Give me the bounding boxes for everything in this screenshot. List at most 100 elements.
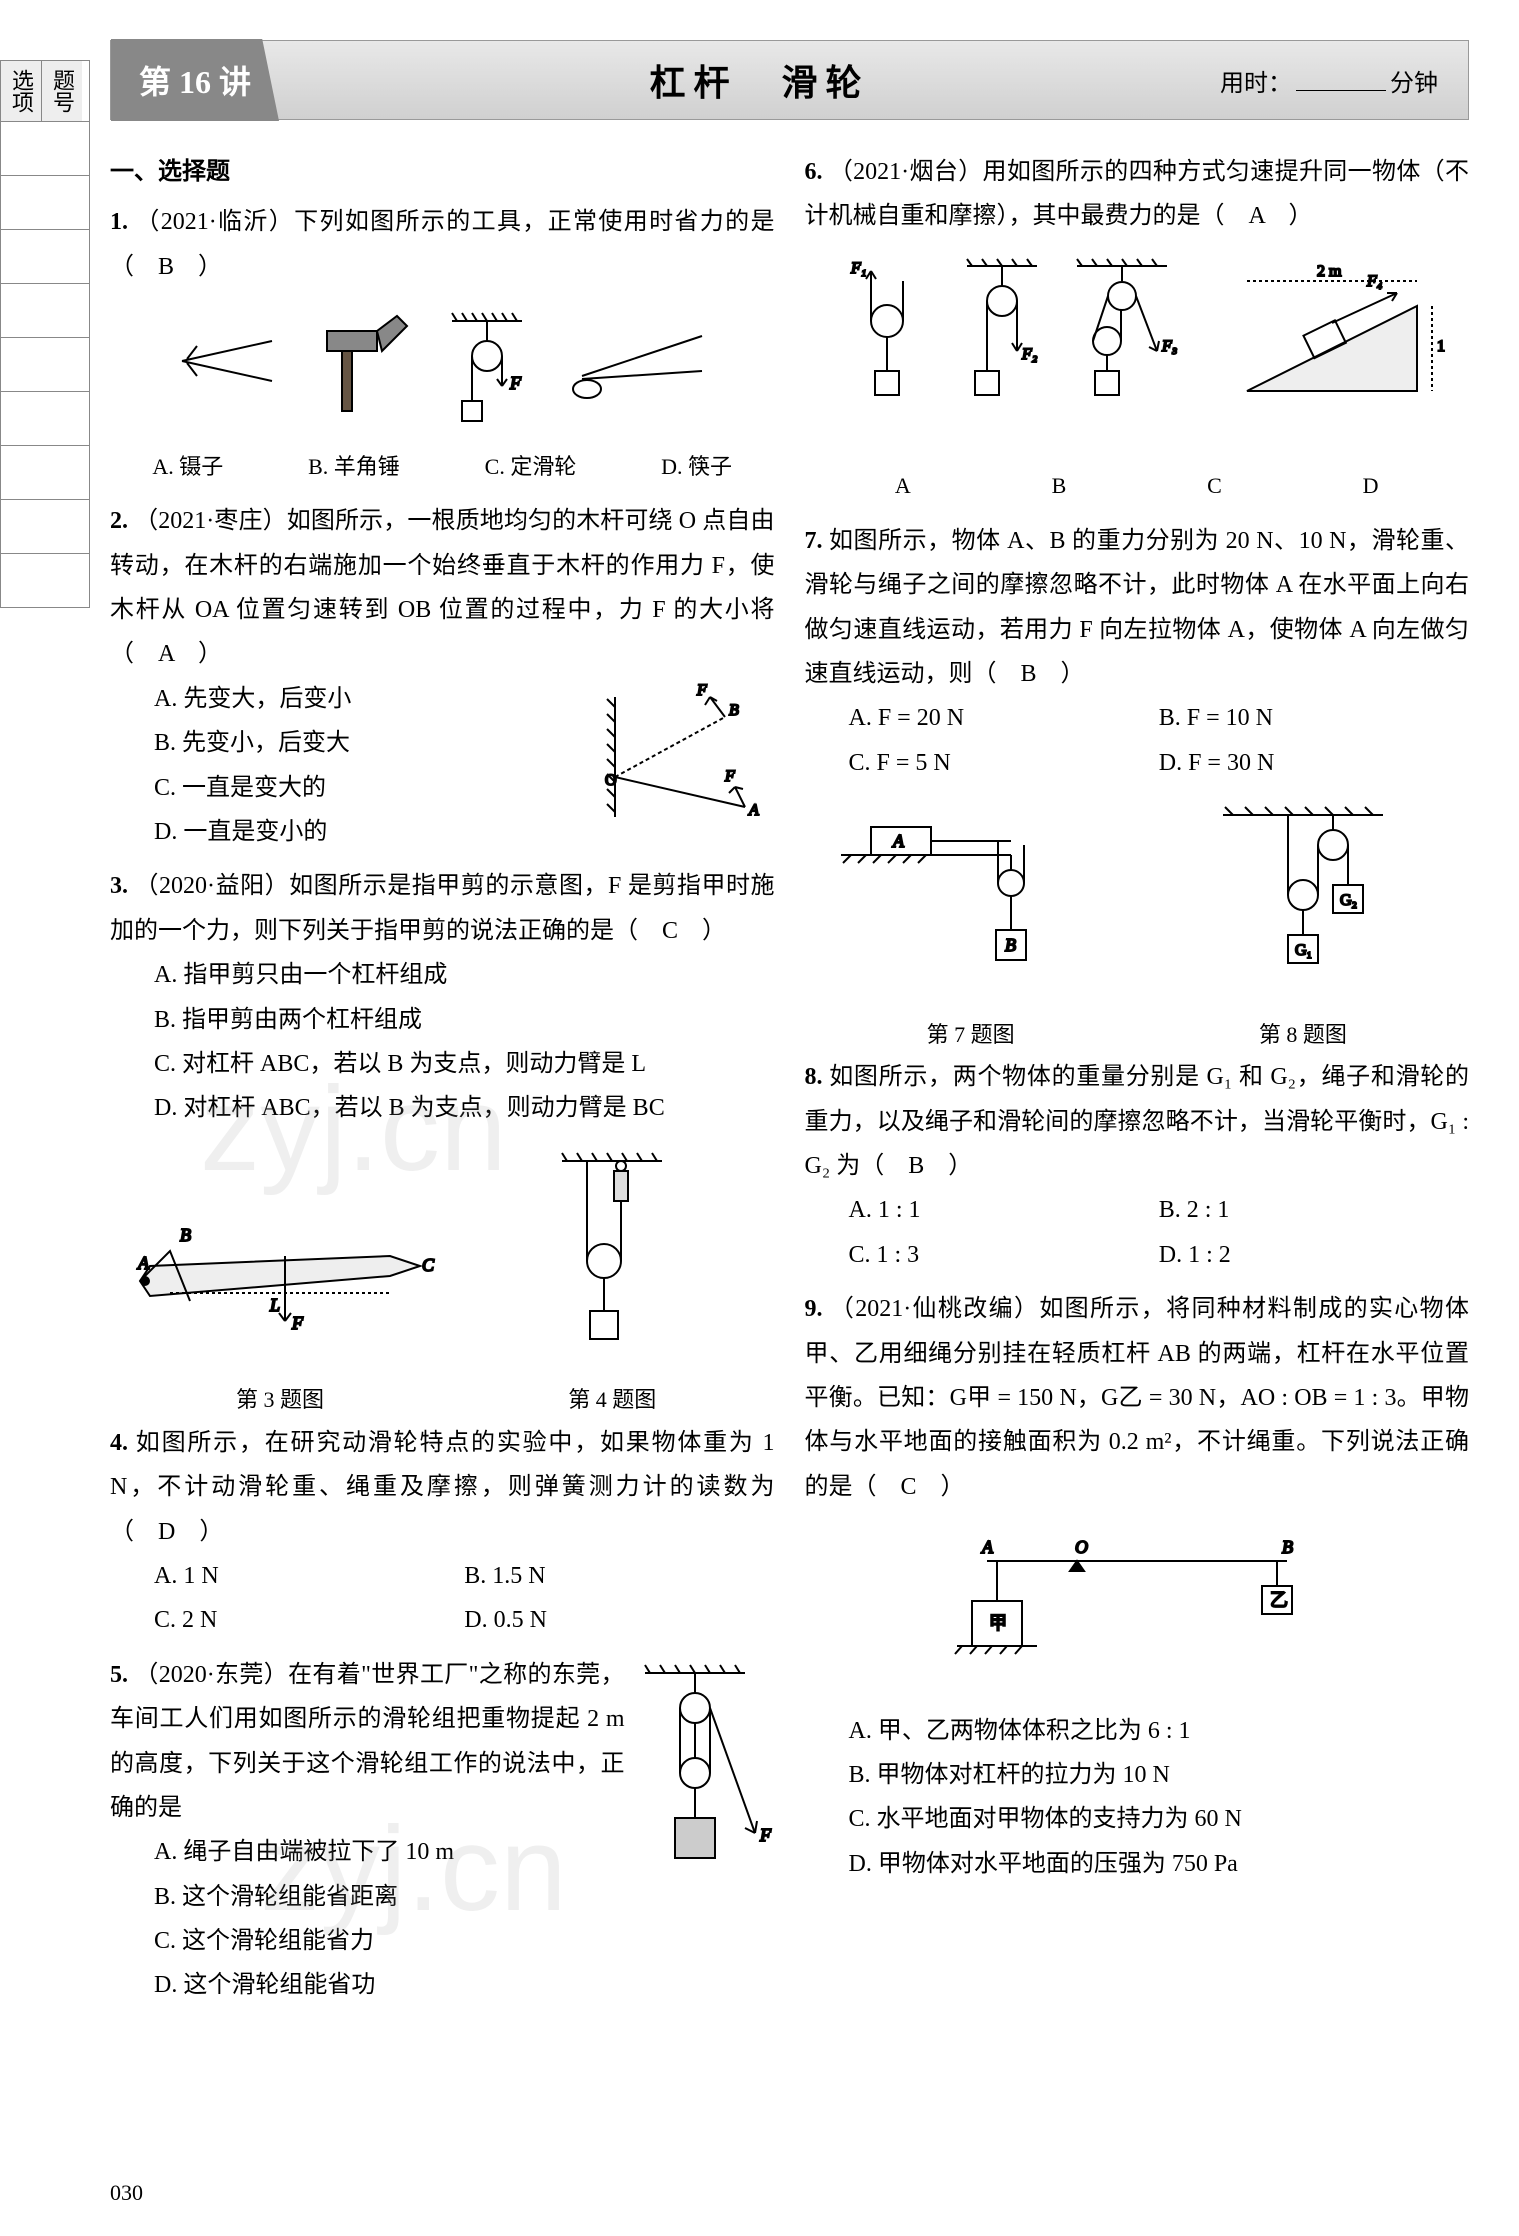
grid-row[interactable] [1, 500, 89, 554]
q9-opt-d: D. 甲物体对水平地面的压强为 750 Pa [849, 1842, 1470, 1886]
q-number: 6. [805, 159, 823, 185]
question-6: 6. （2021·烟台）用如图所示的四种方式匀速提升同一物体（不计机械自重和摩擦… [805, 150, 1470, 507]
q-number: 5. [110, 1662, 128, 1688]
q5-opt-c: C. 这个滑轮组能省力 [154, 1919, 625, 1963]
q-number: 4. [110, 1430, 128, 1456]
right-column: 6. （2021·烟台）用如图所示的四种方式匀速提升同一物体（不计机械自重和摩擦… [805, 150, 1470, 2018]
svg-text:乙: 乙 [1270, 1590, 1288, 1610]
q-body: （2020·东莞）在有着"世界工厂"之称的东莞，车间工人们用如图所示的滑轮组把重… [110, 1662, 625, 1821]
q-body: 如图所示，在研究动滑轮特点的实验中，如果物体重为 1 N，不计动滑轮重、绳重及摩… [110, 1430, 775, 1500]
q1-opt-d: D. 筷子 [661, 447, 732, 488]
q4-figure: 第 4 题图 [450, 1141, 775, 1421]
question-2: 2. （2021·枣庄）如图所示，一根质地均匀的木杆可绕 O 点自由转动，在木杆… [110, 499, 775, 854]
q5-opt-d: D. 这个滑轮组能省功 [154, 1963, 625, 2007]
q-number: 8. [805, 1064, 823, 1090]
content-area: 第 16 讲 杠杆 滑轮 用时： 分钟 一、选择题 1. （2021·临沂）下列如… [90, 0, 1519, 2236]
q3-opt-b: B. 指甲剪由两个杠杆组成 [154, 998, 775, 1042]
q2-figure: O A B F F [595, 677, 775, 855]
q2-opt-a: A. 先变大，后变小 [154, 677, 595, 721]
question-3: 3. （2020·益阳）如图所示是指甲剪的示意图，F 是剪指甲时施加的一个力，则… [110, 864, 775, 1130]
svg-text:F: F [696, 682, 707, 699]
q4-opt-d: D. 0.5 N [464, 1598, 774, 1642]
grid-row[interactable] [1, 176, 89, 230]
svg-text:B: B [180, 1225, 191, 1245]
q1-figure: F A. 镊子 B. 羊角锤 [110, 301, 775, 487]
q4-opt-a: A. 1 N [154, 1554, 464, 1598]
question-9: 9. （2021·仙桃改编）如图所示，将同种材料制成的实心物体甲、乙用细绳分别挂… [805, 1287, 1470, 1886]
q9-figure: A O B 甲 乙 [805, 1521, 1470, 1696]
answer-slot: （ C ） [853, 1465, 965, 1509]
q2-opt-b: B. 先变小，后变大 [154, 721, 595, 765]
svg-text:A: A [137, 1253, 150, 1273]
answer-slot: （ D ） [110, 1510, 223, 1554]
q1-opt-b: B. 羊角锤 [308, 447, 400, 488]
svg-text:B: B [1282, 1537, 1293, 1557]
svg-text:1 m: 1 m [1437, 338, 1447, 355]
grid-row[interactable] [1, 230, 89, 284]
question-5: 5. （2020·东莞）在有着"世界工厂"之称的东莞，车间工人们用如图所示的滑轮… [110, 1653, 775, 2008]
grid-row[interactable] [1, 338, 89, 392]
page: zyj.cn zyj.cn 选项 题号 第 16 讲 杠杆 滑轮 用时：分钟 [0, 0, 1519, 2236]
q6-figure: F₁ [805, 251, 1470, 507]
svg-text:F: F [509, 373, 522, 393]
answer-slot: （ A ） [110, 632, 222, 676]
svg-text:甲: 甲 [989, 1613, 1007, 1633]
q3-opt-a: A. 指甲剪只由一个杠杆组成 [154, 953, 775, 997]
q-number: 9. [805, 1296, 823, 1322]
svg-text:L: L [269, 1295, 280, 1315]
q3-figure: A B C L F 第 3 题图 [110, 1181, 450, 1421]
svg-text:2 m: 2 m [1317, 263, 1342, 280]
svg-text:B: B [729, 702, 739, 719]
q8-figure: G₁ G₂ 第 8 题图 [1137, 795, 1469, 1055]
q-body: 如图所示，物体 A、B 的重力分别为 20 N、10 N，滑轮重、滑轮与绳子之间… [805, 528, 1470, 687]
svg-text:C: C [422, 1255, 435, 1275]
svg-text:B: B [1005, 935, 1016, 955]
question-7: 7. 如图所示，物体 A、B 的重力分别为 20 N、10 N，滑轮重、滑轮与绳… [805, 519, 1470, 785]
figure-pair-3-4: A B C L F 第 3 题图 [110, 1141, 775, 1421]
q8-opt-d: D. 1 : 2 [1159, 1233, 1469, 1277]
q5-opt-a: A. 绳子自由端被拉下了 10 m [154, 1830, 625, 1874]
fig-caption: 第 8 题图 [1137, 1015, 1469, 1056]
page-title: 杠杆 滑轮 [299, 54, 1220, 106]
page-number: 030 [110, 2180, 143, 2206]
q8-opt-a: A. 1 : 1 [849, 1188, 1159, 1232]
q7-opt-b: B. F = 10 N [1159, 696, 1469, 740]
lecture-badge: 第 16 讲 [111, 39, 279, 121]
svg-text:F₁: F₁ [850, 260, 866, 277]
q-body: （2021·临沂）下列如图所示的工具，正常使用时省力的是 [135, 209, 774, 235]
q7-opt-a: A. F = 20 N [849, 696, 1159, 740]
q-body: （2021·烟台）用如图所示的四种方式匀速提升同一物体（不计机械自重和摩擦），其… [805, 159, 1470, 229]
answer-slot: （ B ） [860, 1144, 972, 1188]
q8-opt-c: C. 1 : 3 [849, 1233, 1159, 1277]
grid-row[interactable] [1, 446, 89, 500]
q5-figure: F [625, 1653, 775, 2008]
svg-text:A: A [748, 802, 759, 819]
grid-row[interactable] [1, 554, 89, 608]
svg-text:F: F [759, 1825, 772, 1845]
question-4: 4. 如图所示，在研究动滑轮特点的实验中，如果物体重为 1 N，不计动滑轮重、绳… [110, 1421, 775, 1643]
fig-caption: 第 3 题图 [110, 1380, 450, 1421]
q9-opt-c: C. 水平地面对甲物体的支持力为 60 N [849, 1797, 1470, 1841]
svg-text:O: O [605, 772, 617, 789]
grid-row[interactable] [1, 392, 89, 446]
grid-row[interactable] [1, 122, 89, 176]
q-body: （2021·枣庄）如图所示，一根质地均匀的木杆可绕 O 点自由转动，在木杆的右端… [110, 508, 775, 623]
q4-opt-b: B. 1.5 N [464, 1554, 774, 1598]
section-title: 一、选择题 [110, 150, 775, 194]
q2-opt-d: D. 一直是变小的 [154, 810, 595, 854]
svg-text:F₃: F₃ [1161, 338, 1177, 355]
q3-opt-c: C. 对杠杆 ABC，若以 B 为支点，则动力臂是 L [154, 1042, 775, 1086]
q7-opt-d: D. F = 30 N [1159, 741, 1469, 785]
left-column: 一、选择题 1. （2021·临沂）下列如图所示的工具，正常使用时省力的是（ B… [110, 150, 775, 2018]
time-suffix: 分钟 [1390, 71, 1438, 97]
q-number: 3. [110, 873, 128, 899]
q9-opt-a: A. 甲、乙两物体体积之比为 6 : 1 [849, 1709, 1470, 1753]
time-blank[interactable] [1296, 90, 1386, 91]
q6-label-d: D [1363, 466, 1379, 507]
q4-opt-c: C. 2 N [154, 1598, 464, 1642]
svg-text:G₁: G₁ [1295, 942, 1312, 959]
q2-opt-c: C. 一直是变大的 [154, 766, 595, 810]
q1-opt-a: A. 镊子 [152, 447, 223, 488]
time-prefix: 用时： [1220, 71, 1292, 97]
grid-row[interactable] [1, 284, 89, 338]
